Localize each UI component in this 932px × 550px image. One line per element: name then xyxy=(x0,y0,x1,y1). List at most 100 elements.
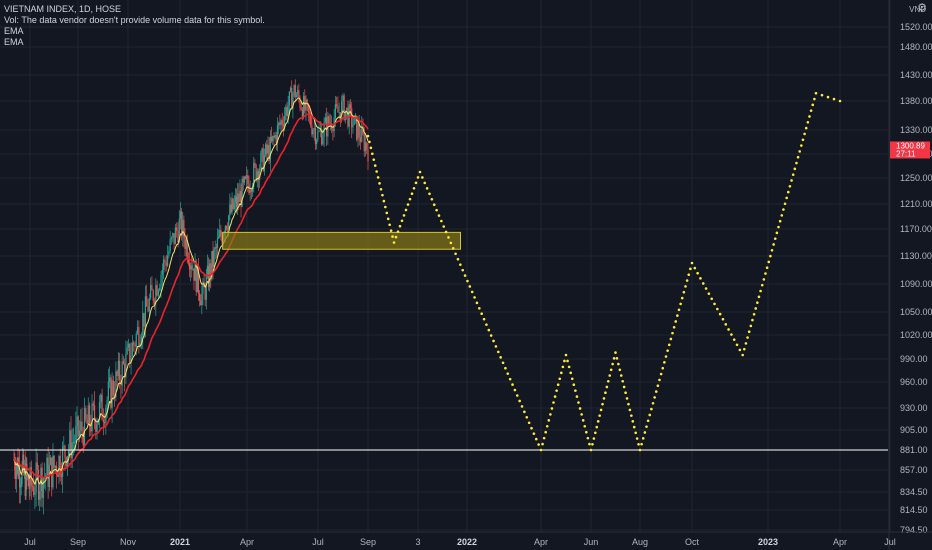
projection-dot xyxy=(663,361,666,364)
projection-dot xyxy=(485,323,488,326)
candle-body xyxy=(165,262,167,266)
projection-dot xyxy=(499,356,502,359)
projection-dot xyxy=(621,379,625,383)
ema-legend-2[interactable]: EMA xyxy=(4,37,24,47)
y-tick-label: 1020.00 xyxy=(900,330,932,340)
candle-body xyxy=(58,455,60,477)
candle-body xyxy=(31,485,34,487)
candle-body xyxy=(87,405,89,424)
x-tick-label: Sep xyxy=(70,537,86,547)
projection-dot xyxy=(550,407,554,410)
projection-dot xyxy=(658,378,661,382)
projection-dot xyxy=(589,448,593,452)
symbol-title[interactable]: VIETNAM INDEX, 1D, HOSE xyxy=(4,4,122,14)
projection-dot xyxy=(428,192,431,196)
projection-path[interactable] xyxy=(366,91,842,452)
projection-dot xyxy=(752,312,756,316)
price-axis[interactable]: 1520.001480.001430.001380.001330.001290.… xyxy=(888,0,932,550)
candle-body xyxy=(27,475,30,486)
projection-dot xyxy=(408,197,412,201)
gear-icon[interactable]: ⚙ xyxy=(917,2,927,14)
projection-dot xyxy=(391,235,394,238)
projection-dot xyxy=(389,229,393,232)
candle-body xyxy=(14,459,16,471)
candle-body xyxy=(138,327,140,347)
candle-body xyxy=(148,298,150,312)
projection-dot xyxy=(788,184,792,188)
x-tick-label: Jul xyxy=(24,537,36,547)
candle-body xyxy=(125,353,127,378)
candle-body xyxy=(193,268,195,281)
candle-body xyxy=(161,269,163,275)
candle-body xyxy=(266,144,268,154)
candle-body xyxy=(299,97,301,108)
candle-body xyxy=(146,296,148,307)
projection-dot xyxy=(577,401,580,404)
candle-body xyxy=(205,276,207,300)
projection-dot xyxy=(478,306,481,310)
x-tick-label: 3 xyxy=(415,537,420,547)
candle-body xyxy=(196,265,198,293)
projection-dot xyxy=(672,325,676,329)
candle-body xyxy=(159,287,161,291)
candle-body xyxy=(63,445,65,447)
projection-dot xyxy=(539,448,543,452)
candle-body xyxy=(69,430,71,450)
projection-dot xyxy=(513,388,517,392)
projection-dot xyxy=(496,350,500,354)
candle-body xyxy=(27,475,29,477)
y-tick-label: 834.50 xyxy=(900,487,928,497)
candle-body xyxy=(332,129,334,132)
candle-body xyxy=(169,239,171,252)
candle-body xyxy=(338,112,340,114)
projection-dot xyxy=(664,355,668,358)
projection-dot xyxy=(588,442,591,446)
candle-countdown: 27:11 xyxy=(896,149,916,158)
candle-body xyxy=(144,296,146,327)
candle-body xyxy=(210,263,212,277)
candle-body xyxy=(174,227,176,245)
candle-body xyxy=(150,285,152,299)
support-zone-rectangle[interactable] xyxy=(222,231,461,250)
projection-dot xyxy=(555,389,558,392)
candle-body xyxy=(115,371,117,398)
candle-body xyxy=(181,211,183,236)
projection-dot xyxy=(542,436,546,440)
projection-dot xyxy=(575,395,579,398)
candle-body xyxy=(219,229,221,237)
x-tick-label: Sep xyxy=(360,537,376,547)
projection-dot xyxy=(506,372,510,375)
candle-body xyxy=(100,394,102,403)
projection-dot xyxy=(466,279,469,283)
candle-body xyxy=(272,135,274,142)
projection-dot xyxy=(501,361,505,365)
candle-body xyxy=(349,104,352,109)
projection-dot xyxy=(375,170,378,173)
candle-body xyxy=(270,136,273,142)
candle-body xyxy=(275,134,277,144)
candle-body xyxy=(206,265,209,277)
candle-body xyxy=(168,251,170,256)
candle-body xyxy=(53,455,55,468)
x-tick-label: 2023 xyxy=(758,537,778,547)
time-axis[interactable]: Jul Sep Nov 2021 Apr Jul Sep 3 2022 Apr Jun Aug Oct 2… xyxy=(0,531,932,547)
projection-dot xyxy=(801,138,805,142)
candle-body xyxy=(95,420,97,432)
candle-body xyxy=(77,416,79,437)
candle-body xyxy=(230,204,232,213)
candle-body xyxy=(341,101,343,121)
projection-dot xyxy=(566,359,569,363)
candle-body xyxy=(82,432,84,446)
candle-body xyxy=(364,142,367,152)
projection-dot xyxy=(820,93,824,97)
candle-body xyxy=(192,268,194,270)
projection-dot xyxy=(563,359,566,363)
candle-body xyxy=(20,484,22,486)
ema-legend-1[interactable]: EMA xyxy=(4,26,24,36)
projection-dot xyxy=(687,273,691,276)
candle-body xyxy=(220,229,222,236)
projection-dot xyxy=(627,402,630,406)
candle-body xyxy=(98,402,101,420)
y-tick-label: 1250.00 xyxy=(900,173,932,183)
